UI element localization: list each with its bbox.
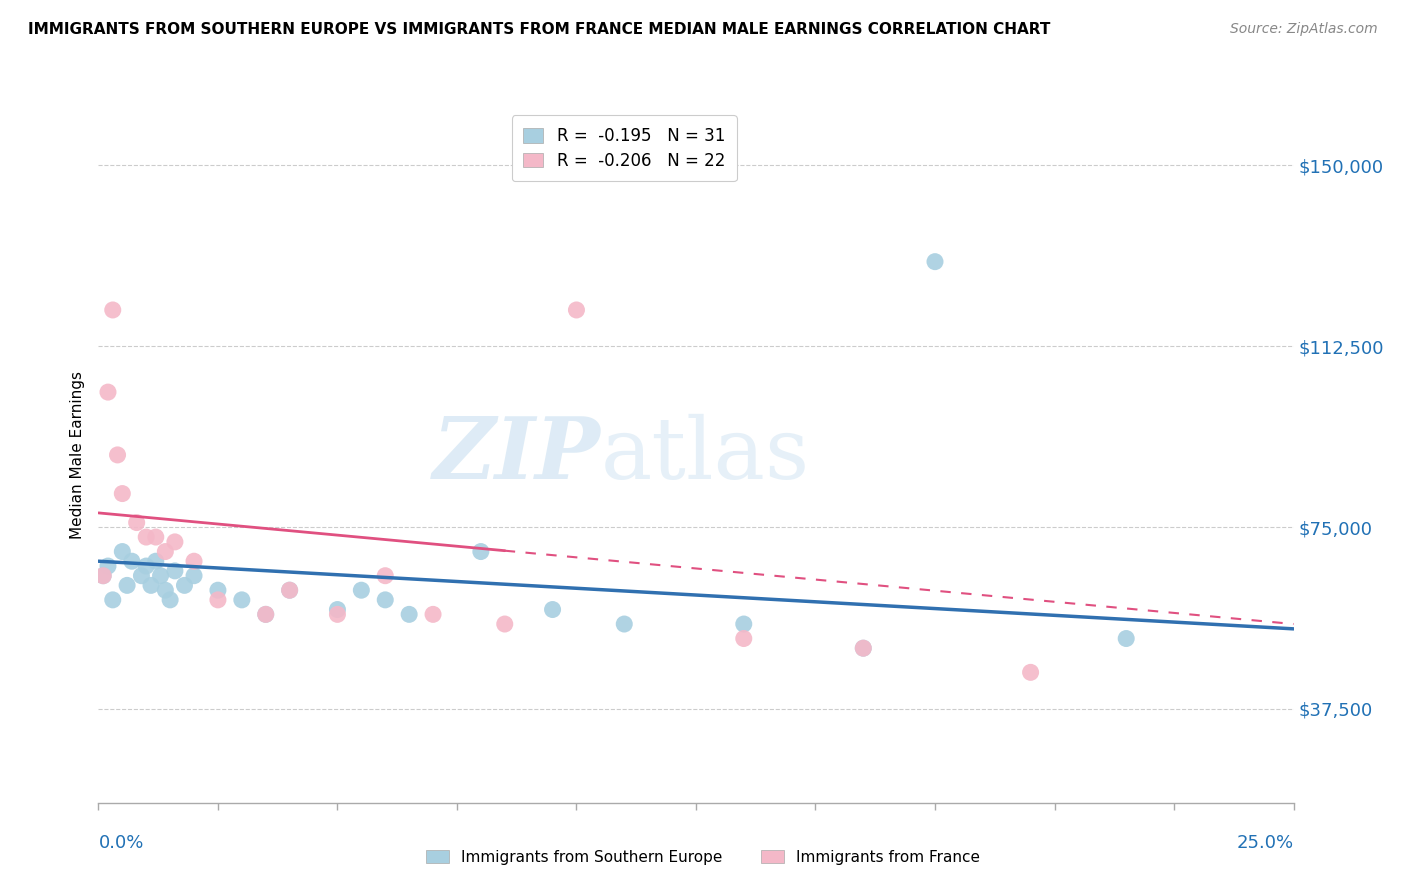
Point [326, 602, 349, 616]
Point [145, 530, 167, 544]
Point [115, 578, 138, 592]
Point [350, 583, 373, 598]
Point [111, 544, 134, 558]
Point [278, 583, 301, 598]
Point [107, 448, 129, 462]
Point [183, 554, 205, 568]
Point [163, 534, 186, 549]
Point [494, 617, 516, 632]
Point [398, 607, 420, 622]
Point [374, 592, 396, 607]
Point [111, 486, 134, 500]
Point [131, 568, 153, 582]
Text: ZIP: ZIP [433, 413, 600, 497]
Point [155, 583, 177, 598]
Point [97, 385, 120, 400]
Text: 0.0%: 0.0% [98, 834, 143, 852]
Point [91, 568, 114, 582]
Point [254, 607, 277, 622]
Legend: R =  -0.195   N = 31, R =  -0.206   N = 22: R = -0.195 N = 31, R = -0.206 N = 22 [512, 115, 737, 181]
Y-axis label: Median Male Earnings: Median Male Earnings [69, 371, 84, 539]
Point [565, 303, 588, 318]
Point [924, 254, 946, 268]
Point [470, 544, 492, 558]
Point [278, 583, 301, 598]
Point [733, 617, 755, 632]
Point [1019, 665, 1042, 680]
Point [1115, 632, 1137, 646]
Text: Source: ZipAtlas.com: Source: ZipAtlas.com [1230, 22, 1378, 37]
Point [852, 641, 875, 656]
Point [326, 607, 349, 622]
Point [91, 568, 114, 582]
Point [231, 592, 253, 607]
Legend: Immigrants from Southern Europe, Immigrants from France: Immigrants from Southern Europe, Immigra… [420, 844, 986, 871]
Point [163, 564, 186, 578]
Point [183, 568, 205, 582]
Point [135, 559, 157, 574]
Point [155, 544, 177, 558]
Point [207, 583, 229, 598]
Point [101, 592, 124, 607]
Point [613, 617, 636, 632]
Point [173, 578, 195, 592]
Point [207, 592, 229, 607]
Point [374, 568, 396, 582]
Point [254, 607, 277, 622]
Point [541, 602, 564, 616]
Point [97, 559, 120, 574]
Point [733, 632, 755, 646]
Point [135, 530, 157, 544]
Point [159, 592, 181, 607]
Point [145, 554, 167, 568]
Point [121, 554, 143, 568]
Point [139, 578, 162, 592]
Point [852, 641, 875, 656]
Point [422, 607, 444, 622]
Point [101, 303, 124, 318]
Text: IMMIGRANTS FROM SOUTHERN EUROPE VS IMMIGRANTS FROM FRANCE MEDIAN MALE EARNINGS C: IMMIGRANTS FROM SOUTHERN EUROPE VS IMMIG… [28, 22, 1050, 37]
Point [149, 568, 172, 582]
Text: 25.0%: 25.0% [1236, 834, 1294, 852]
Text: atlas: atlas [600, 413, 810, 497]
Point [125, 516, 148, 530]
